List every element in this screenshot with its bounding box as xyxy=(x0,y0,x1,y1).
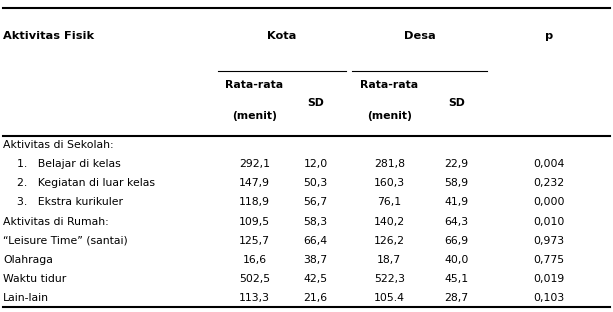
Text: 28,7: 28,7 xyxy=(444,293,469,303)
Text: 21,6: 21,6 xyxy=(303,293,328,303)
Text: 0,004: 0,004 xyxy=(533,159,565,169)
Text: 160,3: 160,3 xyxy=(374,178,405,188)
Text: 42,5: 42,5 xyxy=(303,274,328,284)
Text: Aktivitas di Sekolah:: Aktivitas di Sekolah: xyxy=(3,140,113,150)
Text: Rata-rata: Rata-rata xyxy=(226,80,283,90)
Text: 45,1: 45,1 xyxy=(444,274,469,284)
Text: 113,3: 113,3 xyxy=(239,293,270,303)
Text: 22,9: 22,9 xyxy=(444,159,469,169)
Text: 0,000: 0,000 xyxy=(533,197,565,207)
Text: 56,7: 56,7 xyxy=(303,197,328,207)
Text: “Leisure Time” (santai): “Leisure Time” (santai) xyxy=(3,236,128,246)
Text: 0,232: 0,232 xyxy=(533,178,564,188)
Text: 2.   Kegiatan di luar kelas: 2. Kegiatan di luar kelas xyxy=(3,178,155,188)
Text: 0,775: 0,775 xyxy=(533,255,564,265)
Text: 50,3: 50,3 xyxy=(303,178,328,188)
Text: Rata-rata: Rata-rata xyxy=(360,80,418,90)
Text: 522,3: 522,3 xyxy=(374,274,405,284)
Text: 66,4: 66,4 xyxy=(303,236,328,246)
Text: 147,9: 147,9 xyxy=(239,178,270,188)
Text: Waktu tidur: Waktu tidur xyxy=(3,274,66,284)
Text: 64,3: 64,3 xyxy=(444,217,469,227)
Text: 105.4: 105.4 xyxy=(374,293,405,303)
Text: 281,8: 281,8 xyxy=(374,159,405,169)
Text: Desa: Desa xyxy=(404,31,436,41)
Text: Olahraga: Olahraga xyxy=(3,255,53,265)
Text: Aktivitas Fisik: Aktivitas Fisik xyxy=(3,31,94,41)
Text: 0,973: 0,973 xyxy=(533,236,564,246)
Text: 40,0: 40,0 xyxy=(444,255,469,265)
Text: 292,1: 292,1 xyxy=(239,159,270,169)
Text: 118,9: 118,9 xyxy=(239,197,270,207)
Text: 12,0: 12,0 xyxy=(303,159,328,169)
Text: 58,3: 58,3 xyxy=(303,217,328,227)
Text: 38,7: 38,7 xyxy=(303,255,328,265)
Text: SD: SD xyxy=(448,98,465,108)
Text: 41,9: 41,9 xyxy=(444,197,469,207)
Text: 1.   Belajar di kelas: 1. Belajar di kelas xyxy=(3,159,121,169)
Text: 18,7: 18,7 xyxy=(377,255,402,265)
Text: Kota: Kota xyxy=(267,31,297,41)
Text: 3.   Ekstra kurikuler: 3. Ekstra kurikuler xyxy=(3,197,123,207)
Text: 140,2: 140,2 xyxy=(374,217,405,227)
Text: SD: SD xyxy=(307,98,324,108)
Text: p: p xyxy=(544,31,553,41)
Text: 0,103: 0,103 xyxy=(533,293,564,303)
Text: 66,9: 66,9 xyxy=(444,236,469,246)
Text: 502,5: 502,5 xyxy=(239,274,270,284)
Text: 126,2: 126,2 xyxy=(374,236,405,246)
Text: (menit): (menit) xyxy=(367,111,412,121)
Text: Lain-lain: Lain-lain xyxy=(3,293,49,303)
Text: 0,019: 0,019 xyxy=(533,274,564,284)
Text: 58,9: 58,9 xyxy=(444,178,469,188)
Text: 16,6: 16,6 xyxy=(242,255,267,265)
Text: 76,1: 76,1 xyxy=(377,197,402,207)
Text: (menit): (menit) xyxy=(232,111,277,121)
Text: 0,010: 0,010 xyxy=(533,217,565,227)
Text: Aktivitas di Rumah:: Aktivitas di Rumah: xyxy=(3,217,109,227)
Text: 109,5: 109,5 xyxy=(239,217,270,227)
Text: 125,7: 125,7 xyxy=(239,236,270,246)
